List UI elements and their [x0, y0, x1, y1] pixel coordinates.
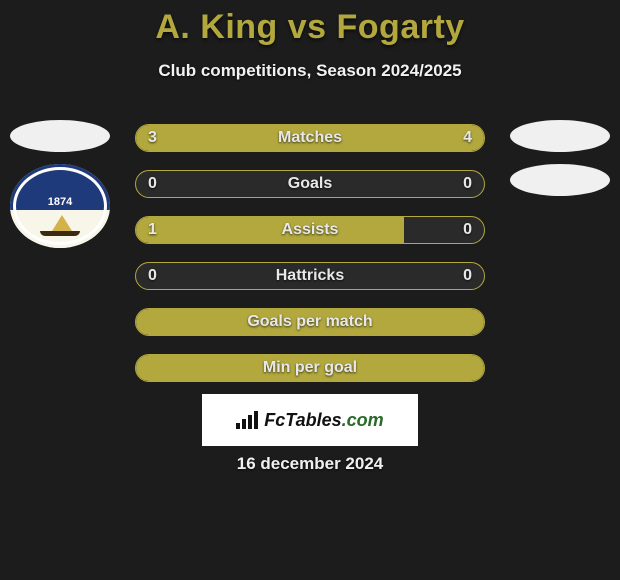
left-club-badge: 1874 — [10, 164, 110, 248]
stat-label: Goals — [136, 171, 484, 197]
bar-left — [136, 309, 484, 335]
date-label: 16 december 2024 — [0, 454, 620, 474]
value-right: 0 — [463, 171, 472, 197]
value-right: 0 — [463, 263, 472, 289]
stat-row-min-per-goal: Min per goal — [135, 354, 485, 382]
stat-label: Hattricks — [136, 263, 484, 289]
attribution-badge: FcTables.com — [202, 394, 418, 446]
left-player-photo-placeholder — [10, 120, 110, 152]
left-player-column: 1874 — [10, 120, 110, 248]
subtitle: Club competitions, Season 2024/2025 — [0, 61, 620, 81]
value-left: 0 — [148, 171, 157, 197]
stat-row-goals-per-match: Goals per match — [135, 308, 485, 336]
bar-left — [136, 355, 484, 381]
right-club-badge-placeholder — [510, 164, 610, 196]
right-player-photo-placeholder — [510, 120, 610, 152]
right-player-column — [510, 120, 610, 208]
stat-row-assists: 1 Assists 0 — [135, 216, 485, 244]
value-left: 1 — [148, 217, 157, 243]
attribution-text: FcTables.com — [264, 410, 383, 431]
comparison-chart: 3 Matches 4 0 Goals 0 1 Assists 0 0 Hatt… — [135, 124, 485, 400]
stat-row-matches: 3 Matches 4 — [135, 124, 485, 152]
stat-row-hattricks: 0 Hattricks 0 — [135, 262, 485, 290]
value-left: 0 — [148, 263, 157, 289]
page-title: A. King vs Fogarty — [0, 0, 620, 47]
stat-row-goals: 0 Goals 0 — [135, 170, 485, 198]
value-left: 3 — [148, 125, 157, 151]
bar-left — [136, 217, 404, 243]
value-right: 0 — [463, 217, 472, 243]
value-right: 4 — [463, 125, 472, 151]
attribution-logo-icon — [236, 411, 258, 429]
bar-right — [275, 125, 484, 151]
left-club-year: 1874 — [10, 196, 110, 208]
